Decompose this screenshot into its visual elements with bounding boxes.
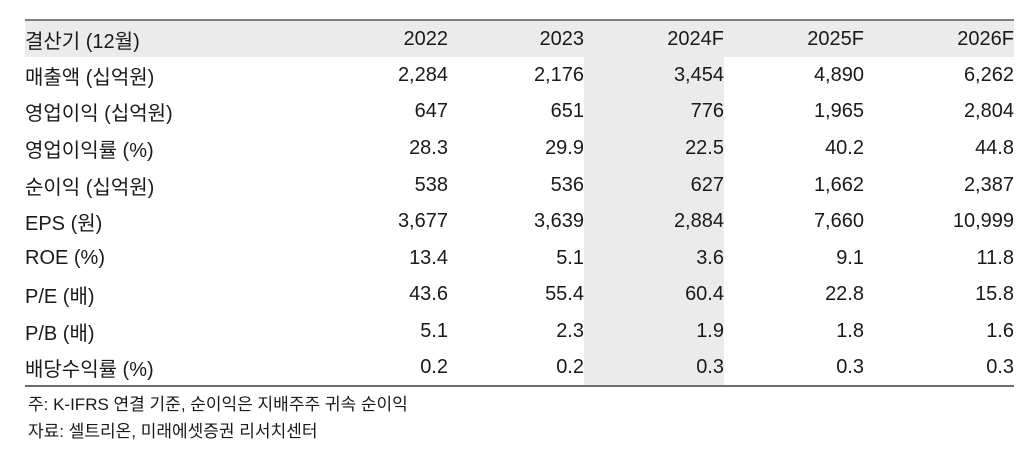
value-cell: 22.8 (825, 283, 864, 306)
value-cell: 2,284 (397, 63, 448, 86)
row-label: EPS (원) (25, 213, 103, 236)
value-cell: 2,176 (533, 63, 584, 86)
table-row: 영업이익률 (%) 28.3 29.9 22.5 40.2 44.8 (25, 130, 1014, 167)
financial-table: 결산기 (12월) 2022 2023 2024F 2025F 2026F 매출… (25, 19, 1014, 388)
value-cell: 0.3 (584, 349, 724, 387)
value-cell: 15.8 (975, 283, 1014, 306)
value-cell: 776 (584, 93, 724, 131)
value-cell: 6,262 (963, 63, 1014, 86)
value-cell: 651 (550, 100, 584, 123)
table-row: P/B (배) 5.1 2.3 1.9 1.8 1.6 (25, 313, 1014, 350)
value-cell: 0.3 (986, 356, 1014, 379)
table-row: 영업이익 (십억원) 647 651 776 1,965 2,804 (25, 93, 1014, 131)
value-cell: 1,662 (813, 173, 864, 196)
value-cell: 536 (550, 173, 584, 196)
row-label: P/E (배) (25, 286, 95, 309)
value-cell: 0.3 (836, 356, 864, 379)
value-cell: 3,639 (533, 210, 584, 233)
table-row: P/E (배) 43.6 55.4 60.4 22.8 15.8 (25, 276, 1014, 314)
value-cell: 43.6 (409, 283, 448, 306)
value-cell: 0.2 (420, 356, 448, 379)
value-cell: 647 (414, 100, 448, 123)
header-year-2025f: 2025F (724, 20, 864, 57)
value-cell: 55.4 (545, 283, 584, 306)
row-label: 영업이익률 (%) (25, 139, 154, 162)
value-cell: 40.2 (825, 136, 864, 159)
table-footnotes: 주: K-IFRS 연결 기준, 순이익은 지배주주 귀속 순이익 자료: 셀트… (28, 391, 408, 445)
value-cell: 22.5 (584, 130, 724, 167)
row-label: 매출액 (십억원) (25, 66, 155, 89)
table-header-row: 결산기 (12월) 2022 2023 2024F 2025F 2026F (25, 20, 1014, 57)
table-row: 매출액 (십억원) 2,284 2,176 3,454 4,890 6,262 (25, 57, 1014, 94)
value-cell: 29.9 (545, 136, 584, 159)
value-cell: 3.6 (584, 239, 724, 277)
financial-summary-table: 결산기 (12월) 2022 2023 2024F 2025F 2026F 매출… (25, 19, 1014, 388)
value-cell: 28.3 (409, 136, 448, 159)
value-cell: 9.1 (836, 246, 864, 269)
note-source: 자료: 셀트리온, 미래에셋증권 리서치센터 (28, 422, 318, 441)
value-cell: 2,387 (963, 173, 1014, 196)
value-cell: 5.1 (420, 319, 448, 342)
value-cell: 44.8 (975, 136, 1014, 159)
row-label: 순이익 (십억원) (25, 176, 155, 199)
value-cell: 10,999 (952, 210, 1014, 233)
value-cell: 1,965 (813, 100, 864, 123)
row-label: ROE (%) (25, 246, 105, 269)
table-body: 매출액 (십억원) 2,284 2,176 3,454 4,890 6,262 영업이익 (… (25, 57, 1014, 387)
value-cell: 2,804 (963, 100, 1014, 123)
value-cell: 3,677 (397, 210, 448, 233)
table-row: EPS (원) 3,677 3,639 2,884 7,660 10,999 (25, 203, 1014, 240)
row-label: 영업이익 (십억원) (25, 103, 173, 126)
value-cell: 11.8 (976, 246, 1014, 269)
row-label: P/B (배) (25, 322, 95, 345)
value-cell: 0.2 (556, 356, 584, 379)
table-row: ROE (%) 13.4 5.1 3.6 9.1 11.8 (25, 239, 1014, 277)
header-year-2026f: 2026F (864, 20, 1014, 57)
value-cell: 60.4 (584, 276, 724, 314)
note-accounting-basis: 주: K-IFRS 연결 기준, 순이익은 지배주주 귀속 순이익 (28, 395, 408, 414)
value-cell: 627 (584, 166, 724, 204)
header-year-2023: 2023 (448, 20, 584, 57)
header-year-2022: 2022 (303, 20, 448, 57)
value-cell: 4,890 (813, 63, 864, 86)
table-row: 순이익 (십억원) 538 536 627 1,662 2,387 (25, 166, 1014, 204)
value-cell: 13.4 (409, 246, 448, 269)
value-cell: 7,660 (813, 210, 864, 233)
value-cell: 3,454 (584, 57, 724, 94)
table-row: 배당수익률 (%) 0.2 0.2 0.3 0.3 0.3 (25, 349, 1014, 387)
value-cell: 5.1 (556, 246, 584, 269)
value-cell: 2,884 (584, 203, 724, 240)
header-year-2024f: 2024F (584, 20, 724, 57)
value-cell: 1.6 (986, 319, 1014, 342)
header-fiscal-period: 결산기 (12월) (25, 20, 303, 57)
value-cell: 1.8 (836, 319, 864, 342)
value-cell: 2.3 (556, 319, 584, 342)
value-cell: 1.9 (584, 313, 724, 350)
row-label: 배당수익률 (%) (25, 359, 154, 382)
value-cell: 538 (414, 173, 448, 196)
